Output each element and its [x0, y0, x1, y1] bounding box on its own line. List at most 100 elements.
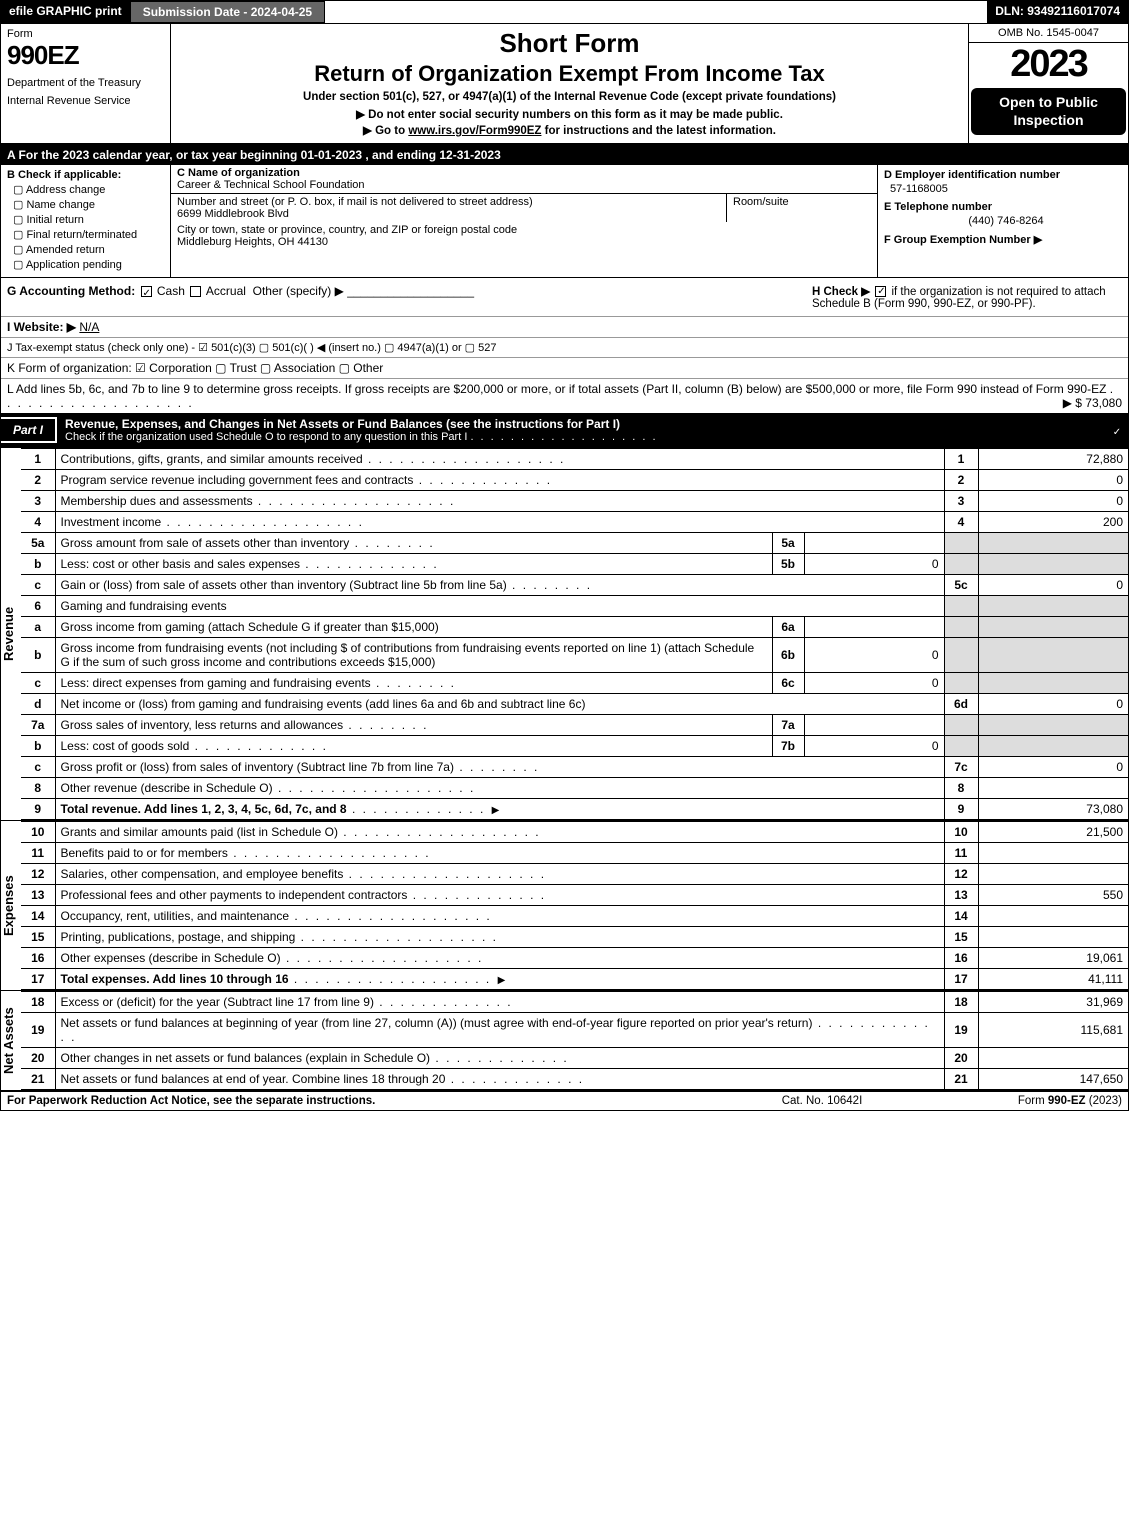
line-7a: 7aGross sales of inventory, less returns… [21, 715, 1128, 736]
rn: 4 [944, 512, 978, 533]
row-l-text: L Add lines 5b, 6c, and 7b to line 9 to … [7, 382, 1106, 396]
dots [273, 781, 476, 795]
part1-title: Revenue, Expenses, and Changes in Net As… [57, 413, 1104, 447]
section-bcdef: B Check if applicable: Address change Na… [1, 165, 1128, 278]
d: Other changes in net assets or fund bala… [55, 1048, 944, 1069]
d: Less: cost or other basis and sales expe… [55, 554, 772, 575]
in: 6c [772, 673, 804, 694]
dots [228, 846, 431, 860]
line-12: 12Salaries, other compensation, and empl… [21, 864, 1128, 885]
t: Net assets or fund balances at end of ye… [61, 1072, 446, 1086]
iv: 0 [804, 736, 944, 757]
d: Net income or (loss) from gaming and fun… [55, 694, 944, 715]
line-20: 20Other changes in net assets or fund ba… [21, 1048, 1128, 1069]
line-14: 14Occupancy, rent, utilities, and mainte… [21, 906, 1128, 927]
netassets-table: 18Excess or (deficit) for the year (Subt… [21, 991, 1128, 1090]
checkbox-icon [1111, 425, 1122, 436]
rn: 1 [944, 449, 978, 470]
part1-schedule-o-check[interactable] [1104, 423, 1128, 437]
rn: 3 [944, 491, 978, 512]
chk-address-change[interactable]: Address change [13, 183, 164, 196]
col-b-checkboxes: B Check if applicable: Address change Na… [1, 165, 171, 277]
phone-value: (440) 746-8264 [890, 215, 1122, 227]
d: Gross profit or (loss) from sales of inv… [55, 757, 944, 778]
cash-label: Cash [157, 284, 185, 298]
revenue-body: 1 Contributions, gifts, grants, and simil… [21, 448, 1128, 820]
d: Gross income from fundraising events (no… [55, 638, 772, 673]
line-8: 8Other revenue (describe in Schedule O)8 [21, 778, 1128, 799]
rn: 16 [944, 948, 978, 969]
room-suite: Room/suite [727, 194, 877, 222]
rv [978, 864, 1128, 885]
chk-initial-return[interactable]: Initial return [13, 213, 164, 226]
rv: 0 [978, 757, 1128, 778]
rn: 17 [944, 969, 978, 990]
t: Program service revenue including govern… [61, 473, 414, 487]
d: Gross income from gaming (attach Schedul… [55, 617, 772, 638]
footer: For Paperwork Reduction Act Notice, see … [1, 1090, 1128, 1110]
rn: 9 [944, 799, 978, 820]
n: c [21, 673, 55, 694]
street-label: Number and street (or P. O. box, if mail… [177, 196, 533, 208]
dots [289, 909, 492, 923]
netassets-section: Net Assets 18Excess or (deficit) for the… [1, 990, 1128, 1090]
group-exemption-label: F Group Exemption Number ▶ [884, 233, 1122, 246]
chk-accrual[interactable] [190, 286, 201, 297]
col-b-head: B Check if applicable: [7, 169, 164, 181]
chk-application-pending[interactable]: Application pending [13, 258, 164, 271]
g-label: G Accounting Method: [7, 284, 135, 298]
row-g-h: G Accounting Method: Cash Accrual Other … [1, 278, 1128, 316]
line-6a: aGross income from gaming (attach Schedu… [21, 617, 1128, 638]
n: 5a [21, 533, 55, 554]
rn: 12 [944, 864, 978, 885]
rn: 14 [944, 906, 978, 927]
t: Gross profit or (loss) from sales of inv… [61, 760, 454, 774]
iv [804, 617, 944, 638]
dots [189, 739, 328, 753]
chk-name-change[interactable]: Name change [13, 198, 164, 211]
sh [944, 715, 978, 736]
chk-cash[interactable] [141, 286, 152, 297]
under-section: Under section 501(c), 527, or 4947(a)(1)… [179, 91, 960, 103]
sh [944, 617, 978, 638]
rv [978, 1048, 1128, 1069]
t: Contributions, gifts, grants, and simila… [61, 452, 363, 466]
expenses-section: Expenses 10Grants and similar amounts pa… [1, 820, 1128, 990]
dots [289, 972, 492, 986]
t: Less: direct expenses from gaming and fu… [61, 676, 371, 690]
chk-final-return[interactable]: Final return/terminated [13, 228, 164, 241]
d: Total expenses. Add lines 10 through 16 [55, 969, 944, 990]
dots [347, 802, 486, 816]
sh [978, 554, 1128, 575]
t: Net assets or fund balances at beginning… [61, 1016, 813, 1030]
row-k-form-org: K Form of organization: ☑ Corporation ▢ … [1, 357, 1128, 378]
footer-post: (2023) [1086, 1095, 1122, 1107]
d: Other expenses (describe in Schedule O) [55, 948, 944, 969]
efile-print-label[interactable]: efile GRAPHIC print [1, 1, 130, 23]
city-label: City or town, state or province, country… [177, 224, 517, 236]
dots [445, 1072, 584, 1086]
d: Excess or (deficit) for the year (Subtra… [55, 992, 944, 1013]
line-13: 13Professional fees and other payments t… [21, 885, 1128, 906]
n: c [21, 575, 55, 596]
line-5c: cGain or (loss) from sale of assets othe… [21, 575, 1128, 596]
n: d [21, 694, 55, 715]
iv: 0 [804, 638, 944, 673]
street-block: Number and street (or P. O. box, if mail… [171, 194, 727, 222]
dots [413, 473, 552, 487]
rv: 21,500 [978, 822, 1128, 843]
iv [804, 715, 944, 736]
sh [978, 638, 1128, 673]
revenue-section: Revenue 1Contributions, gifts, grants, a… [1, 447, 1128, 820]
main-title: Return of Organization Exempt From Incom… [179, 61, 960, 87]
n: 8 [21, 778, 55, 799]
chk-schedule-b[interactable] [875, 286, 886, 297]
irs-link[interactable]: www.irs.gov/Form990EZ [408, 125, 541, 137]
dots [295, 930, 498, 944]
d: Membership dues and assessments [55, 491, 944, 512]
dots [281, 951, 484, 965]
d: Gross sales of inventory, less returns a… [55, 715, 772, 736]
rv: 41,111 [978, 969, 1128, 990]
t: Grants and similar amounts paid (list in… [61, 825, 338, 839]
chk-amended-return[interactable]: Amended return [13, 243, 164, 256]
